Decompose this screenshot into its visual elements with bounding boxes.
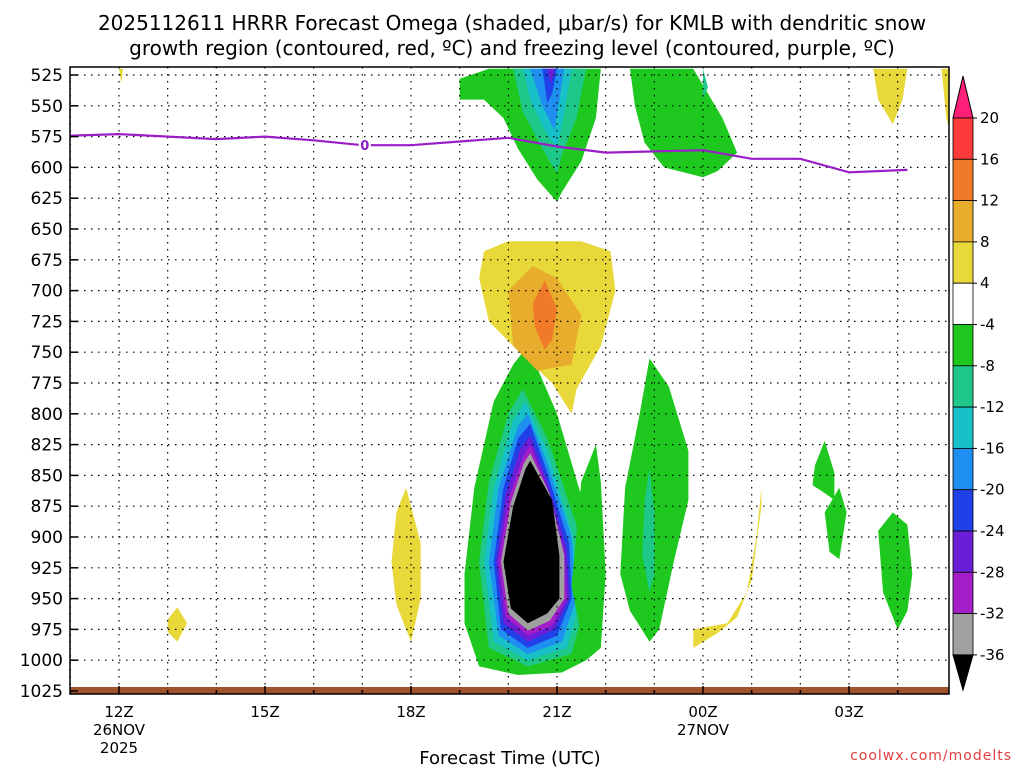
y-tick-label: 825 <box>31 436 63 456</box>
y-tick-label: 700 <box>31 282 63 302</box>
y-tick-label: 775 <box>31 374 63 394</box>
chart-title-line1: 2025112611 HRRR Forecast Omega (shaded, … <box>98 11 926 35</box>
ground-strip <box>70 687 949 694</box>
omega-shading <box>119 68 949 675</box>
omega-region <box>878 512 913 630</box>
omega-region <box>941 68 949 128</box>
ground-surface <box>70 687 949 694</box>
credit-text: coolwx.com/modelts <box>850 748 1012 764</box>
colorbar-label: 20 <box>980 109 999 127</box>
colorbar-label: 16 <box>980 150 999 168</box>
y-axis: 525 550 575 600 625 650 675 700 725 750 775 800 825 8… <box>20 66 78 702</box>
colorbar-band <box>952 158 974 202</box>
y-tick-label: 975 <box>31 620 63 640</box>
omega-region <box>824 487 847 560</box>
colorbar-label: 4 <box>980 274 990 292</box>
colorbar-band <box>952 200 974 243</box>
x-tick-label: 03Z <box>834 703 863 721</box>
colorbar-band <box>952 406 974 449</box>
x-tick-label: 21Z <box>542 703 571 721</box>
omega-region <box>620 358 689 642</box>
omega-region <box>167 607 188 642</box>
y-tick-label: 800 <box>31 405 63 425</box>
freezing-level-line <box>70 132 908 174</box>
x-tick-label: 18Z <box>396 703 425 721</box>
omega-region <box>391 487 421 642</box>
omega-region <box>873 68 908 125</box>
colorbar-label: -8 <box>980 357 995 375</box>
y-tick-label: 600 <box>31 158 63 178</box>
y-tick-label: 575 <box>31 128 63 148</box>
x-tick-label: 15Z <box>250 703 279 721</box>
colorbar-label: -16 <box>980 439 1005 457</box>
y-tick-label: 650 <box>31 220 63 240</box>
x-tick-label: 00Z <box>688 703 717 721</box>
omega-region <box>542 68 557 104</box>
colorbar-band <box>952 571 974 614</box>
colorbar-label: -24 <box>980 522 1005 540</box>
colorbar-label: -32 <box>980 605 1005 623</box>
x-tick-date: 26NOV <box>93 721 146 739</box>
colorbar-top-arrow <box>952 75 974 119</box>
y-tick-label: 525 <box>31 66 63 86</box>
freezing-level-label: 0 <box>360 139 369 154</box>
omega-region <box>119 68 123 84</box>
colorbar-band <box>952 530 974 573</box>
plot-border <box>69 66 950 695</box>
y-tick-label: 675 <box>31 251 63 271</box>
colorbar-label: 12 <box>980 192 999 210</box>
omega-region <box>532 280 557 350</box>
colorbar-label: -20 <box>980 481 1005 499</box>
omega-region <box>503 460 560 624</box>
colorbar-label: -36 <box>980 646 1005 664</box>
colorbar: 20 16 12 8 4 -4 -8 -12 -16 -20 -24 -28 -32 -36 <box>952 75 1005 692</box>
omega-region <box>642 469 655 593</box>
colorbar-band <box>952 489 974 532</box>
y-tick-label: 850 <box>31 466 63 486</box>
colorbar-band <box>952 447 974 491</box>
y-tick-label: 900 <box>31 528 63 548</box>
omega-region <box>812 440 835 500</box>
y-tick-label: 550 <box>31 97 63 117</box>
omega-region <box>630 68 738 178</box>
colorbar-bottom-arrow <box>952 654 974 692</box>
omega-region <box>703 68 708 100</box>
chart-title-line2: growth region (contoured, red, ºC) and f… <box>129 36 895 60</box>
colorbar-label: -28 <box>980 563 1005 581</box>
y-tick-label: 875 <box>31 497 63 517</box>
omega-region <box>693 487 762 648</box>
colorbar-label: -4 <box>980 316 995 334</box>
omega-region <box>547 68 555 84</box>
y-tick-label: 1000 <box>20 651 63 671</box>
plot-frame <box>69 66 950 695</box>
y-tick-label: 1025 <box>20 682 63 702</box>
colorbar-band <box>952 324 974 367</box>
omega-region <box>571 444 606 661</box>
y-tick-label: 725 <box>31 312 63 332</box>
colorbar-label: -12 <box>980 398 1005 416</box>
freezing-level-contour: 0 <box>70 132 908 174</box>
x-axis-label: Forecast Time (UTC) <box>419 748 600 768</box>
colorbar-band <box>952 365 974 408</box>
x-tick-date: 27NOV <box>677 721 730 739</box>
colorbar-band <box>952 241 974 284</box>
colorbar-label: 8 <box>980 233 990 251</box>
x-tick-year: 2025 <box>100 739 138 757</box>
colorbar-band <box>952 282 974 325</box>
colorbar-band <box>952 117 974 160</box>
y-tick-label: 925 <box>31 559 63 579</box>
x-tick-label: 12Z <box>104 703 133 721</box>
y-tick-label: 625 <box>31 189 63 209</box>
y-tick-label: 750 <box>31 343 63 363</box>
y-tick-label: 950 <box>31 590 63 610</box>
colorbar-band <box>952 613 974 656</box>
freezing-level-label-bg <box>358 137 371 154</box>
